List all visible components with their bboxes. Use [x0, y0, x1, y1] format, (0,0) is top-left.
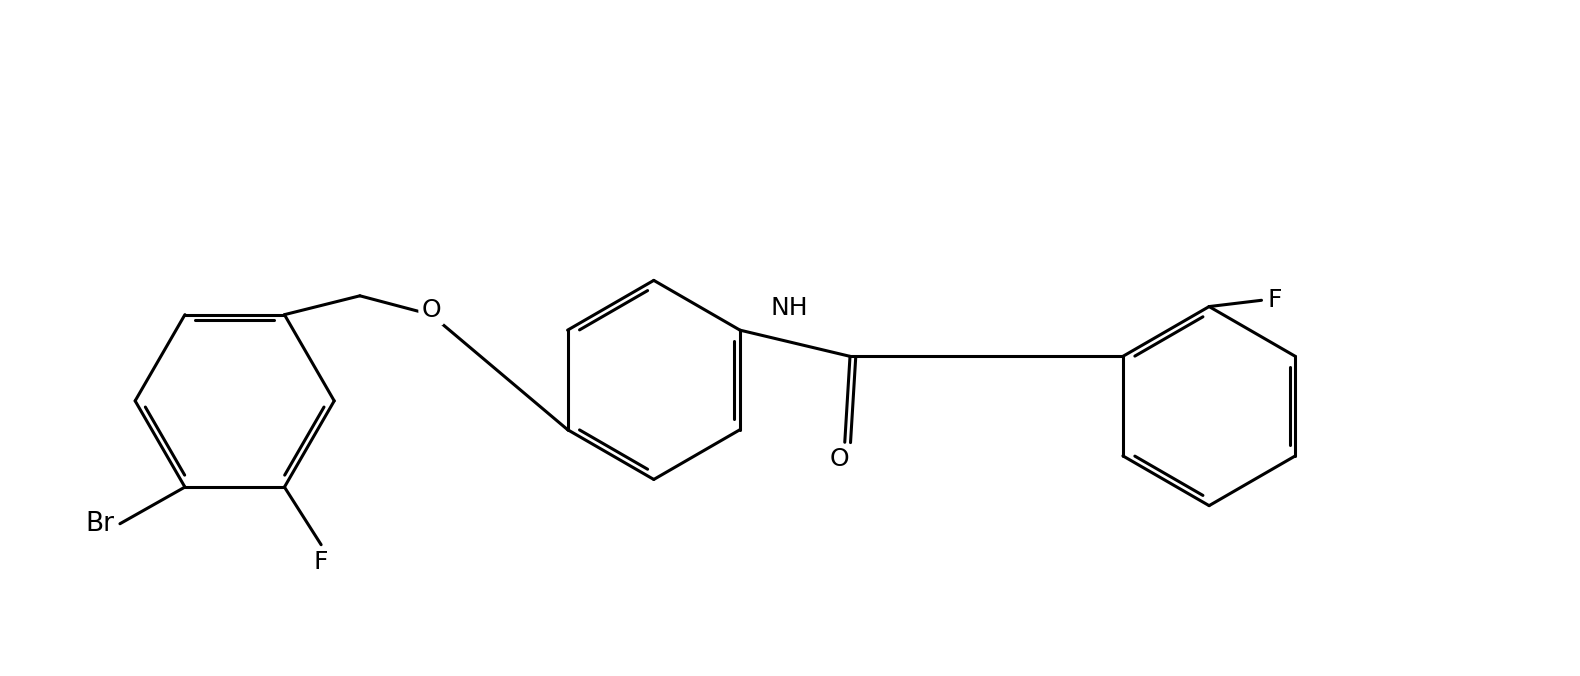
Text: F: F [1267, 288, 1283, 312]
Text: F: F [314, 550, 329, 574]
Text: O: O [830, 448, 850, 471]
Text: NH: NH [771, 296, 809, 320]
Text: O: O [422, 299, 441, 322]
Text: Br: Br [85, 511, 115, 537]
